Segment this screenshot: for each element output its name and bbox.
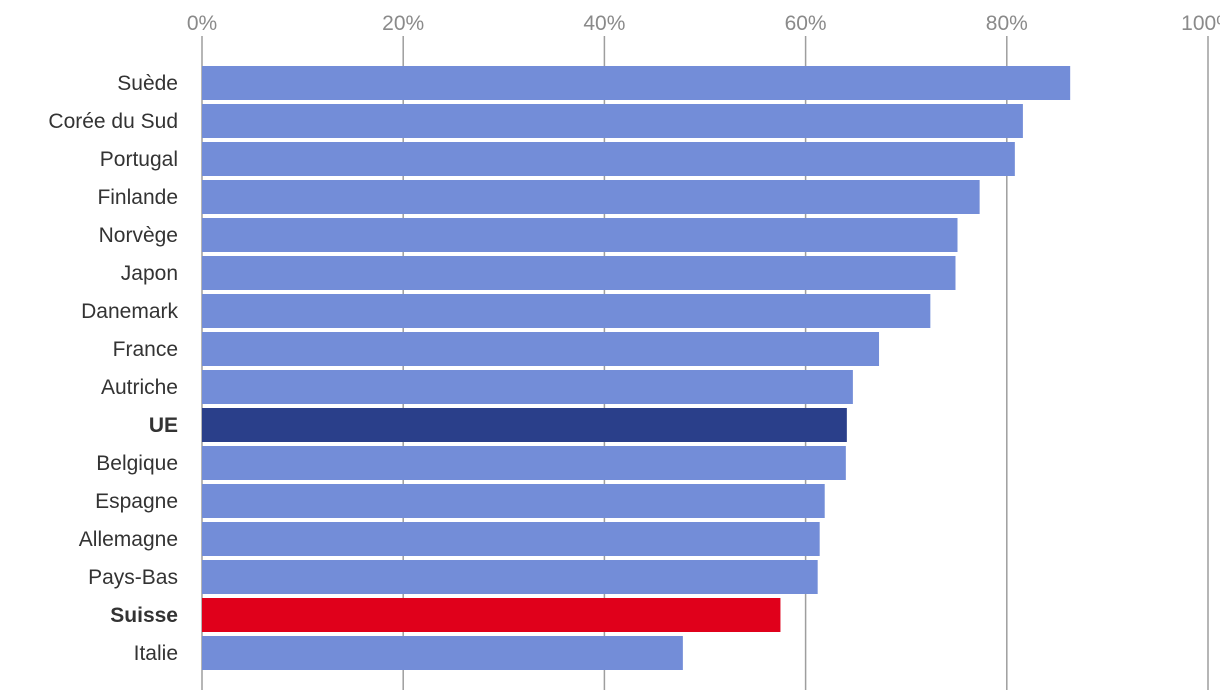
category-label: Danemark [81, 300, 178, 323]
category-label: Espagne [95, 490, 178, 513]
category-label: Corée du Sud [48, 110, 178, 133]
x-tick-label: 60% [785, 12, 827, 35]
category-label: Japon [121, 262, 178, 285]
category-label: UE [149, 414, 178, 437]
bar-8 [202, 370, 853, 404]
category-label: Suisse [110, 604, 178, 627]
x-tick-label: 0% [187, 12, 217, 35]
category-label: Suède [117, 72, 178, 95]
bar-14 [202, 598, 781, 632]
x-tick-label: 80% [986, 12, 1028, 35]
category-label: France [113, 338, 178, 361]
x-axis-ticks: 0% 20% 40% 60% 80% 100% [187, 12, 1220, 35]
category-label: Allemagne [79, 528, 178, 551]
bar-13 [202, 560, 818, 594]
bar-7 [202, 332, 880, 366]
bar-6 [202, 294, 931, 328]
bar-layer [202, 66, 1071, 670]
bar-5 [202, 256, 956, 290]
bar-1 [202, 104, 1023, 138]
x-tick-label: 20% [382, 12, 424, 35]
x-tick-label: 100% [1181, 12, 1220, 35]
category-labels: Suède Corée du Sud Portugal Finlande Norvège… [48, 72, 178, 665]
category-label: Autriche [101, 376, 178, 399]
bar-2 [202, 142, 1015, 176]
bar-3 [202, 180, 980, 214]
bar-10 [202, 446, 846, 480]
bar-0 [202, 66, 1071, 100]
category-label: Pays-Bas [88, 566, 178, 589]
bar-11 [202, 484, 825, 518]
category-label: Portugal [100, 148, 178, 171]
category-label: Norvège [99, 224, 178, 247]
category-label: Belgique [96, 452, 178, 475]
category-label: Finlande [97, 186, 178, 209]
x-tick-label: 40% [583, 12, 625, 35]
bar-12 [202, 522, 820, 556]
bar-4 [202, 218, 958, 252]
bar-15 [202, 636, 683, 670]
category-label: Italie [134, 642, 178, 665]
bar-9 [202, 408, 847, 442]
